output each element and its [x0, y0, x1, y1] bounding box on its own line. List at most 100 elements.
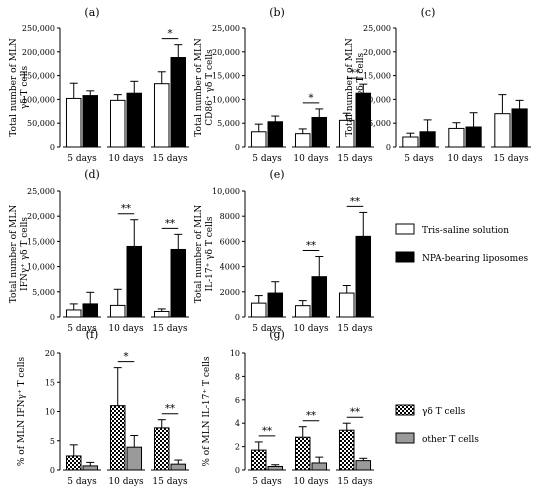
- y-tick-label: 15: [45, 378, 55, 387]
- legends: Tris-saline solution NPA-bearing liposome…: [395, 223, 529, 445]
- bar: [311, 276, 328, 318]
- panel-label: (g): [269, 328, 285, 341]
- y-tick-label: 8: [235, 372, 240, 381]
- panel-label: (c): [421, 6, 436, 19]
- y-tick-label: 250,000: [22, 24, 55, 33]
- panel-label: (a): [84, 6, 99, 19]
- bar: [126, 92, 143, 148]
- y-tick-label: 10,000: [27, 263, 55, 272]
- panel-label: (b): [269, 6, 285, 19]
- chart-panel-6: (g) 0 2 4 6 8 10 % of MLN IL-17⁺ T cells 5 days 1…: [202, 328, 374, 487]
- x-tick-label: 15 days: [337, 477, 373, 487]
- significance-label: **: [165, 404, 175, 415]
- y-axis-label: Total number of MLN: [194, 38, 204, 137]
- legend-swatch: [395, 432, 415, 444]
- y-axis-label: IL-4⁺ γδ T cells: [356, 53, 366, 123]
- x-tick-label: 15 days: [152, 154, 188, 164]
- bar: [109, 405, 126, 471]
- bar: [153, 310, 170, 318]
- significance-label: **: [121, 204, 131, 215]
- y-tick-label: 0: [235, 143, 240, 152]
- chart-panel-3: (d) 0 5,000 10,000 15,000 20,000 25,000 Total n…: [9, 168, 189, 334]
- y-axis-label: Total number of MLN: [9, 205, 19, 304]
- y-tick-label: 20,000: [212, 48, 240, 57]
- legend-swatch: [395, 251, 415, 263]
- legend-label: other T cells: [422, 435, 479, 445]
- y-tick-label: 15,000: [27, 237, 55, 246]
- y-tick-label: 100,000: [22, 95, 55, 104]
- chart-panel-0: (a) 0 50,000 100,000 150,000 200,000 250,000To…: [9, 6, 189, 164]
- y-tick-label: 10,000: [212, 95, 240, 104]
- bar: [465, 126, 482, 148]
- panel-label: (d): [84, 168, 100, 181]
- x-tick-label: 10 days: [108, 324, 144, 334]
- bar: [170, 248, 187, 318]
- x-tick-label: 5 days: [67, 477, 97, 487]
- bar: [65, 309, 82, 318]
- bar: [267, 292, 284, 318]
- bar: [126, 245, 143, 318]
- chart-panel-4: (e) 0 2000 4000 6000 8000 10,000 Total number o…: [194, 168, 374, 334]
- bar: [170, 463, 187, 471]
- bar: [448, 127, 465, 148]
- bar: [511, 108, 528, 148]
- y-tick-label: 10: [45, 408, 55, 417]
- significance-label: **: [165, 218, 175, 229]
- y-tick-label: 4: [235, 419, 240, 428]
- chart-panels: (a)050,000100,000150,000200,000250,000To…: [9, 6, 531, 487]
- y-tick-label: 20: [45, 349, 55, 358]
- y-tick-label: 25,000: [212, 24, 240, 33]
- legend-swatch: [395, 404, 415, 416]
- x-tick-label: 10 days: [108, 477, 144, 487]
- y-axis-label: Total number of MLN: [9, 38, 19, 137]
- y-tick-label: 150,000: [22, 72, 55, 81]
- y-tick-label: 10,000: [363, 95, 391, 104]
- legend-0: Tris-saline solution NPA-bearing liposome…: [395, 223, 529, 264]
- y-axis-label: % of MLN IL-17⁺ T cells: [202, 356, 212, 467]
- significance-label: **: [350, 196, 360, 207]
- x-tick-label: 5 days: [67, 324, 97, 334]
- y-tick-label: 0: [386, 143, 391, 152]
- y-tick-label: 5,000: [368, 119, 391, 128]
- bar: [419, 131, 436, 148]
- y-tick-label: 10: [230, 349, 240, 358]
- chart-panel-5: (f) 0 5 10 15 20 % of MLN IFNγ⁺ T cells 5 days 1…: [17, 328, 189, 487]
- chart-panel-1: (b) 0 5,000 10,000 15,000 20,000 25,000 Total n…: [194, 6, 374, 164]
- y-tick-label: 20,000: [363, 48, 391, 57]
- y-tick-label: 10,000: [212, 187, 240, 196]
- bar: [338, 292, 355, 318]
- bar: [82, 465, 99, 471]
- y-axis-label: IL-17⁺ γδ T cells: [205, 216, 215, 291]
- bar: [355, 235, 372, 318]
- significance-label: *: [309, 93, 314, 104]
- y-tick-label: 0: [235, 313, 240, 322]
- significance-label: **: [306, 241, 316, 252]
- legend-swatch: [395, 223, 415, 235]
- bar: [311, 462, 328, 471]
- x-tick-label: 5 days: [252, 477, 282, 487]
- y-tick-label: 4000: [220, 263, 240, 272]
- bar: [267, 465, 284, 471]
- y-axis-label: CD86⁺ γδ T cells: [205, 49, 215, 126]
- x-tick-label: 10 days: [447, 154, 483, 164]
- bar: [109, 304, 126, 318]
- bar: [338, 429, 355, 471]
- y-axis-label: Total number of MLN: [194, 205, 204, 304]
- y-axis-label: IFNγ⁺ γδ T cells: [20, 217, 30, 291]
- significance-label: **: [262, 426, 272, 437]
- y-tick-label: 5,000: [217, 119, 240, 128]
- x-tick-label: 5 days: [404, 154, 434, 164]
- legend-label: Tris-saline solution: [422, 226, 509, 236]
- y-axis-label: % of MLN IFNγ⁺ T cells: [17, 357, 27, 467]
- bar: [294, 436, 311, 471]
- bar: [494, 113, 511, 148]
- y-tick-label: 0: [50, 466, 55, 475]
- bar: [250, 302, 267, 318]
- x-tick-label: 15 days: [337, 154, 373, 164]
- x-tick-label: 5 days: [252, 324, 282, 334]
- bar: [402, 136, 419, 148]
- y-axis-label: γδ T cells: [20, 65, 30, 109]
- significance-label: **: [350, 407, 360, 418]
- significance-label: *: [124, 352, 129, 363]
